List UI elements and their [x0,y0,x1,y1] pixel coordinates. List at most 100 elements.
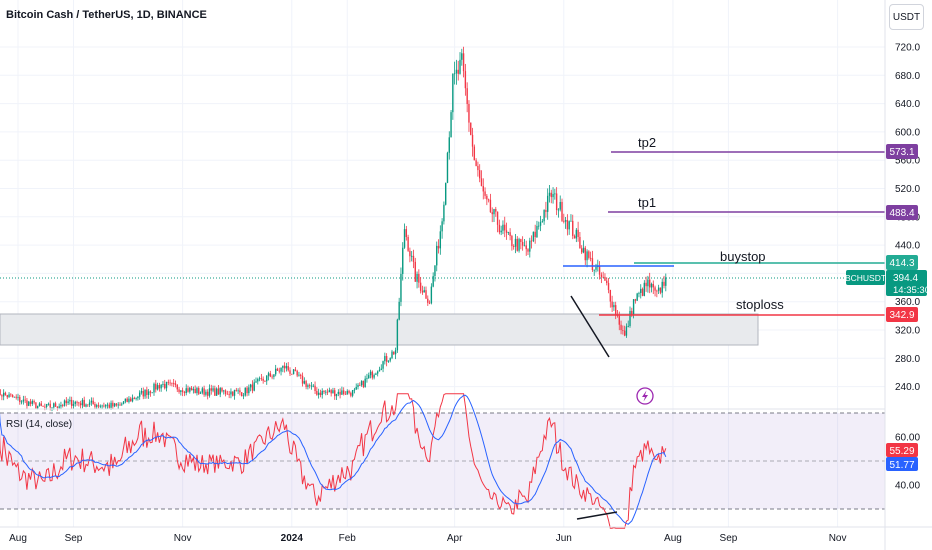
candle-body [629,310,631,326]
candle-body [452,73,454,113]
candle-body [133,397,136,399]
candle-body [595,266,597,270]
candle-body [298,374,300,376]
candle-body [473,146,476,161]
candle-body [572,220,574,236]
candle-body [631,310,633,315]
tp1-price-badge: 488.4 [886,205,918,220]
buystop-annotation[interactable]: buystop [720,249,766,264]
candle-body [648,279,651,288]
candle-body [119,404,121,406]
candle-body [614,305,617,315]
candle-body [62,405,64,406]
candle-body [529,240,531,252]
candle-body [135,398,137,399]
candle-body [536,225,538,238]
candle-body [584,247,586,261]
candle-body [2,392,5,397]
support-zone[interactable] [0,313,759,346]
rsi-divergence-line[interactable] [576,511,618,520]
candle-body [189,387,191,392]
candle-body [131,397,134,402]
rsi-ma-line [0,394,667,525]
candle-body [310,385,313,387]
rsi-value-badge: 55.29 [886,443,918,457]
candle-body [561,201,563,221]
candle-body [323,390,325,393]
candle-body [439,231,442,249]
candle-body [414,261,416,282]
rsi-indicator-label[interactable]: RSI (14, close) [6,419,73,430]
wedge-trendline[interactable] [570,295,610,358]
candle-body [271,376,273,378]
candle-body [623,330,626,336]
rsi-axis[interactable]: 60.00 40.00 [895,433,920,492]
tp2-annotation[interactable]: tp2 [638,135,656,150]
candle-body [210,388,212,391]
candle-body [112,402,114,407]
candle-body [6,394,8,398]
candle-body [106,404,109,406]
candle-body [412,255,415,262]
time-axis[interactable]: Aug Sep Nov 2024 Feb Apr Jun Aug Sep Nov [9,533,846,544]
candle-body [579,236,581,249]
candle-body [588,251,590,258]
candle-body [444,182,447,205]
price-tick-label: 240.0 [895,382,920,393]
candle-body [657,287,660,291]
currency-selector[interactable]: USDT [889,4,924,30]
candle-body [137,396,139,399]
candle-body [138,392,141,397]
price-tick-label: 520.0 [895,184,920,195]
candle-body [140,391,143,393]
candle-body [228,394,230,396]
candle-body [94,403,96,407]
lightning-event-icon[interactable] [636,387,654,405]
stoploss-annotation[interactable]: stoploss [736,297,784,312]
candle-body [90,400,93,403]
candle-body [607,282,610,290]
price-tick-label: 440.0 [895,241,920,252]
candle-body [344,393,347,395]
candle-body [99,405,102,407]
candle-body [368,375,370,379]
candle-body [656,290,658,292]
candle-body [35,402,37,409]
time-tick-label: Nov [829,533,847,544]
candle-body [219,388,221,395]
candle-body [155,383,157,390]
candle-body [248,387,250,394]
price-tick-label: 680.0 [895,71,920,82]
candle-body [622,330,624,331]
candle-body [611,301,613,308]
candle-body [369,371,372,376]
candle-body [346,390,348,395]
candle-body [239,390,241,393]
chart-title[interactable]: Bitcoin Cash / TetherUS, 1D, BINANCE [6,9,207,21]
candle-body [190,387,193,391]
candle-body [527,249,529,252]
candle-body [72,403,75,406]
candle-body [121,403,123,405]
candle-body [117,404,119,406]
stoploss-price-badge: 342.9 [886,307,918,322]
candle-body [312,385,314,387]
candle-body [162,384,164,385]
candle-body [53,403,55,408]
candles[interactable] [0,46,667,412]
candle-body [410,255,413,257]
candle-body [525,245,527,250]
candle-body [396,319,399,351]
candle-body [566,220,569,230]
candle-body [240,392,243,397]
candle-body [171,382,173,384]
symbol-badge: BCHUSDT [845,270,886,285]
tp2-price-text: 573.1 [889,147,914,158]
candle-body [409,250,411,257]
candle-body [511,235,513,247]
tp1-annotation[interactable]: tp1 [638,195,656,210]
candle-body [504,224,506,231]
candle-body [663,281,665,286]
